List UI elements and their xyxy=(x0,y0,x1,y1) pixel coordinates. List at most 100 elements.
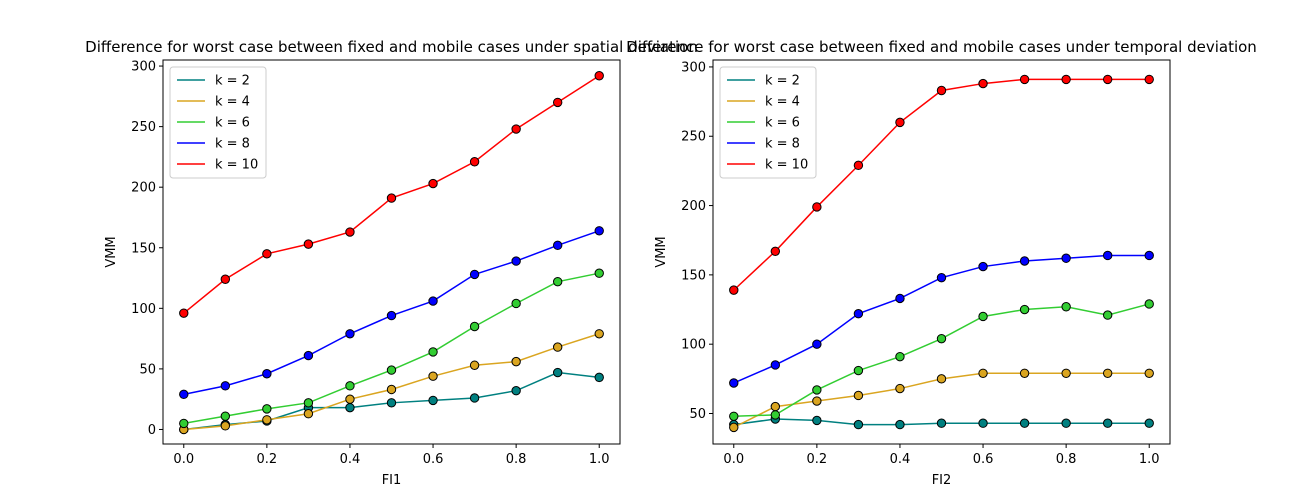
data-point xyxy=(552,367,563,378)
x-tick-label: 0.0 xyxy=(173,452,194,467)
data-point xyxy=(345,329,355,339)
data-point xyxy=(220,421,231,431)
x-tick-label: 0.8 xyxy=(1056,452,1077,467)
data-point xyxy=(511,386,521,396)
data-point xyxy=(303,350,314,361)
data-point xyxy=(812,415,822,426)
data-point xyxy=(1061,302,1071,312)
data-point xyxy=(345,227,355,237)
legend-box xyxy=(169,66,267,179)
data-point xyxy=(895,293,905,304)
legend-label: k = 4 xyxy=(765,95,800,110)
data-point xyxy=(895,351,905,362)
data-point xyxy=(1144,368,1154,378)
data-point xyxy=(594,71,604,81)
data-point xyxy=(511,356,521,367)
data-point xyxy=(303,239,314,249)
data-point xyxy=(428,395,438,406)
series-k-10 xyxy=(729,74,1154,295)
data-point xyxy=(220,381,231,391)
x-axis-label: FI2 xyxy=(932,473,952,488)
data-point xyxy=(552,276,563,287)
data-point xyxy=(1061,418,1071,428)
data-point xyxy=(770,360,781,370)
chart-2: Difference for worst case between fixed … xyxy=(626,38,1257,488)
y-axis-label: VMM xyxy=(654,236,669,267)
data-point xyxy=(262,404,272,414)
data-point xyxy=(179,308,189,318)
data-point xyxy=(812,385,822,395)
data-point xyxy=(511,256,521,266)
x-tick-label: 0.6 xyxy=(423,452,444,467)
data-point xyxy=(1102,74,1113,85)
y-tick-label: 150 xyxy=(131,241,156,256)
data-point xyxy=(853,160,864,171)
chart-title: Difference for worst case between fixed … xyxy=(85,38,698,56)
data-point xyxy=(770,401,781,412)
data-point xyxy=(978,311,988,322)
data-point xyxy=(594,268,604,278)
data-point xyxy=(936,374,947,384)
y-tick-label: 300 xyxy=(681,60,706,75)
data-point xyxy=(1144,250,1154,261)
data-point xyxy=(262,415,272,425)
data-point xyxy=(936,85,947,96)
y-tick-label: 50 xyxy=(139,362,156,377)
data-point xyxy=(1102,310,1113,320)
x-tick-label: 0.8 xyxy=(506,452,527,467)
data-point xyxy=(1019,304,1030,315)
x-tick-label: 0.4 xyxy=(890,452,911,467)
data-point xyxy=(594,372,604,383)
data-point xyxy=(469,321,480,332)
y-tick-label: 250 xyxy=(681,130,706,145)
data-point xyxy=(552,342,563,352)
data-point xyxy=(179,389,189,400)
data-point xyxy=(428,371,438,381)
y-tick-label: 250 xyxy=(131,120,156,135)
series-k-8 xyxy=(179,226,604,400)
data-point xyxy=(511,124,521,134)
data-point xyxy=(770,410,781,420)
data-point xyxy=(469,157,480,167)
data-point xyxy=(303,398,314,408)
legend: k = 2 k = 4 k = 6 k = 8 k = 10 xyxy=(169,66,267,179)
legend-label: k = 4 xyxy=(215,95,250,110)
data-point xyxy=(1061,368,1071,378)
data-point xyxy=(345,381,355,391)
data-point xyxy=(853,365,864,376)
legend-label: k = 10 xyxy=(765,158,808,173)
data-point xyxy=(469,269,480,280)
data-point xyxy=(594,329,604,339)
data-point xyxy=(386,398,397,408)
data-point xyxy=(936,272,947,283)
legend-label: k = 2 xyxy=(215,74,250,89)
legend-label: k = 8 xyxy=(765,137,800,152)
data-point xyxy=(511,298,521,309)
data-point xyxy=(1102,250,1113,261)
x-tick-label: 1.0 xyxy=(1139,452,1160,467)
data-point xyxy=(594,226,604,236)
series-k-6 xyxy=(729,299,1154,421)
data-point xyxy=(729,285,739,295)
data-point xyxy=(770,246,781,257)
series-k-4 xyxy=(729,368,1154,433)
data-point xyxy=(1019,368,1030,378)
y-tick-label: 100 xyxy=(681,338,706,353)
data-point xyxy=(552,97,563,108)
x-tick-label: 0.0 xyxy=(723,452,744,467)
data-point xyxy=(428,178,438,189)
data-point xyxy=(345,394,355,404)
legend: k = 2 k = 4 k = 6 k = 8 k = 10 xyxy=(719,66,817,179)
data-point xyxy=(220,274,231,284)
data-point xyxy=(729,411,739,421)
series-k-4 xyxy=(179,329,604,435)
data-point xyxy=(853,308,864,319)
chart-title: Difference for worst case between fixed … xyxy=(626,38,1257,56)
x-tick-label: 0.2 xyxy=(807,452,828,467)
data-point xyxy=(552,240,563,251)
data-point xyxy=(1144,418,1154,428)
data-point xyxy=(1144,299,1154,309)
data-point xyxy=(936,418,947,428)
legend-label: k = 6 xyxy=(215,116,250,131)
data-point xyxy=(1102,418,1113,428)
